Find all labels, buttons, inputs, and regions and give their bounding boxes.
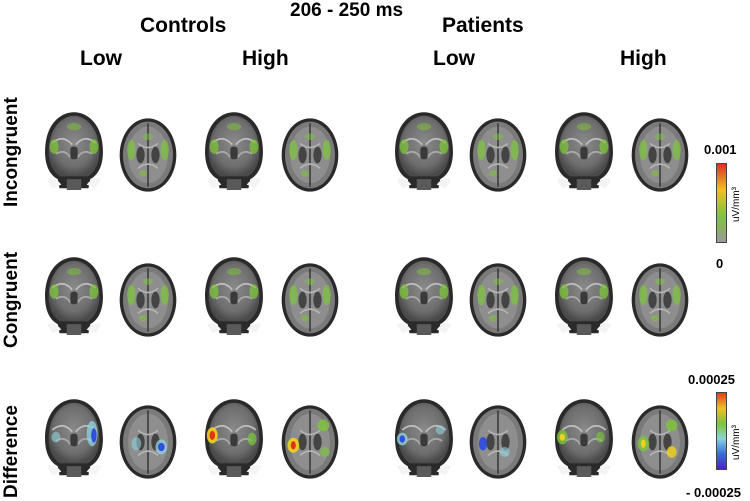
condition-label-patients-low: Low (433, 47, 475, 70)
figure-title: 206 - 250 ms (290, 0, 404, 21)
axial-slice-1-3 (281, 263, 339, 337)
coronal-slice-2-6 (555, 399, 613, 477)
colorbar-top-max: 0.001 (704, 142, 737, 157)
colorbar-top (716, 163, 727, 243)
colorbar-bottom-unit: uV/mm³ (731, 425, 742, 460)
axial-slice-2-3 (281, 405, 339, 479)
colorbar-bottom (716, 392, 727, 470)
axial-slice-1-1 (119, 263, 177, 337)
coronal-slice-2-4 (395, 399, 453, 477)
coronal-slice-1-6 (555, 257, 613, 335)
coronal-slice-0-6 (555, 112, 613, 190)
coronal-slice-1-4 (395, 257, 453, 335)
colorbar-top-unit: uV/mm³ (731, 187, 742, 222)
coronal-slice-0-0 (45, 112, 103, 190)
axial-slice-0-3 (281, 118, 339, 192)
colorbar-bottom-max: 0.00025 (688, 372, 735, 387)
condition-label-controls-high: High (242, 47, 289, 70)
condition-label-controls-low: Low (80, 47, 122, 70)
condition-label-patients-high: High (620, 47, 667, 70)
axial-slice-2-1 (119, 405, 177, 479)
axial-slice-2-5 (469, 405, 527, 479)
axial-slice-0-7 (631, 118, 689, 192)
axial-slice-0-1 (119, 118, 177, 192)
row-label-difference: Difference (1, 405, 22, 498)
group-label-patients: Patients (442, 14, 524, 37)
coronal-slice-2-2 (205, 399, 263, 477)
axial-slice-0-5 (469, 118, 527, 192)
axial-slice-1-7 (631, 263, 689, 337)
coronal-slice-0-2 (205, 112, 263, 190)
coronal-slice-1-0 (45, 257, 103, 335)
axial-slice-1-5 (469, 263, 527, 337)
row-label-incongruent: Incongruent (1, 97, 22, 207)
row-label-congruent: Congruent (1, 251, 22, 348)
axial-slice-2-7 (631, 405, 689, 479)
colorbar-top-min: 0 (716, 256, 724, 271)
group-label-controls: Controls (140, 14, 227, 37)
colorbar-bottom-min: - 0.00025 (686, 485, 741, 500)
coronal-slice-0-4 (395, 112, 453, 190)
coronal-slice-2-0 (45, 399, 103, 477)
coronal-slice-1-2 (205, 257, 263, 335)
